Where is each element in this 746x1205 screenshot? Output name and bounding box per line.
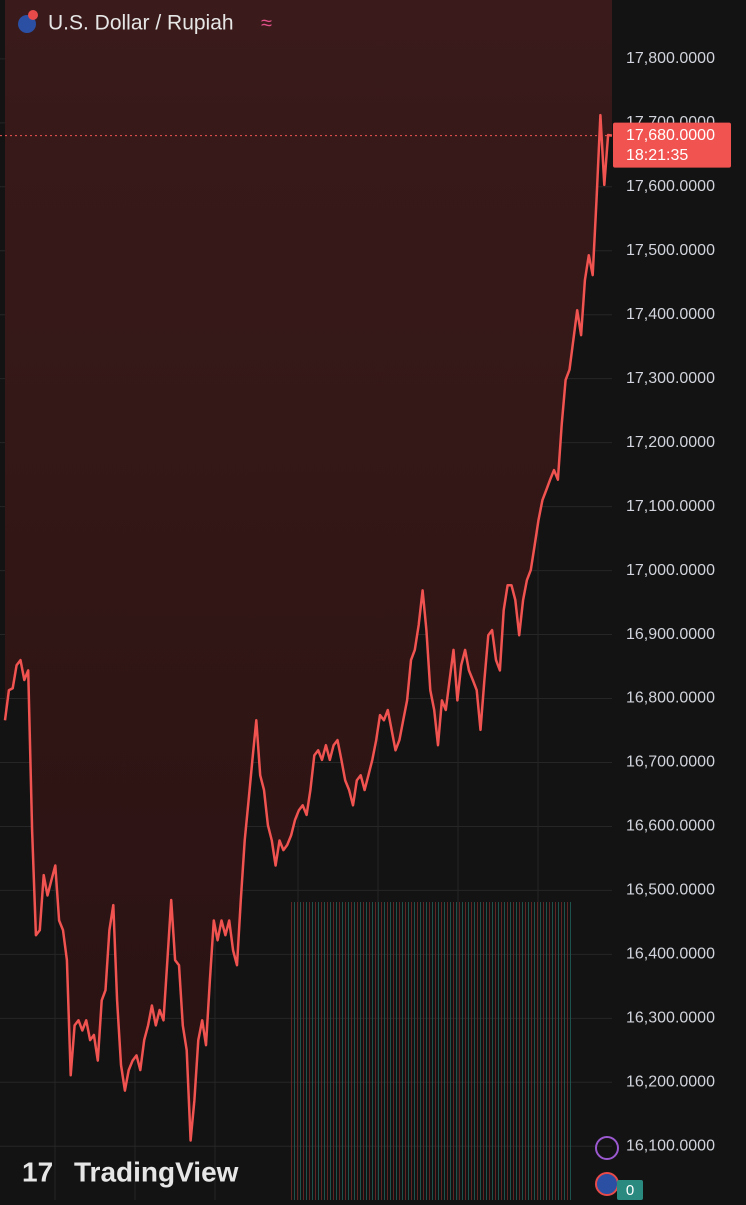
y-tick-label: 17,400.0000: [626, 306, 715, 323]
countdown: 18:21:35: [626, 147, 688, 164]
y-tick-label: 17,600.0000: [626, 178, 715, 195]
y-tick-label: 17,000.0000: [626, 562, 715, 579]
y-axis: 16,100.0000 16,200.0000 16,300.0000 16,400.…: [613, 50, 731, 1155]
logo: 17 TradingView: [22, 1156, 239, 1187]
chart-title: U.S. Dollar / Rupiah: [48, 12, 234, 35]
y-tick-label: 17,800.0000: [626, 50, 715, 67]
y-tick-label: 16,700.0000: [626, 754, 715, 771]
y-tick-label: 16,300.0000: [626, 1010, 715, 1027]
y-tick-label: 17,100.0000: [626, 498, 715, 515]
y-tick-label: 17,500.0000: [626, 242, 715, 259]
y-tick-label: 16,900.0000: [626, 626, 715, 643]
volume-bars: [291, 902, 571, 1200]
area-fill: [5, 0, 612, 1141]
price-line: [3, 113, 613, 1142]
badge-box: [617, 1180, 643, 1200]
y-tick-label: 16,200.0000: [626, 1074, 715, 1091]
status-icon: ≈: [261, 12, 272, 34]
watermark: TradingView: [74, 1156, 239, 1187]
flag-icon-badge: [28, 10, 38, 20]
plot: [0, 0, 613, 1142]
y-tick-label: 16,600.0000: [626, 818, 715, 835]
logo-mark: 17: [22, 1156, 53, 1187]
alert-icon[interactable]: [595, 1136, 619, 1160]
currency-icon[interactable]: [595, 1172, 619, 1196]
y-tick-label: 17,200.0000: [626, 434, 715, 451]
y-tick-label: 16,400.0000: [626, 946, 715, 963]
header: U.S. Dollar / Rupiah ≈: [18, 10, 272, 35]
last-price-box: [613, 122, 731, 168]
last-price-label: 17,680.0000: [626, 127, 715, 144]
y-tick-label: 16,500.0000: [626, 882, 715, 899]
y-tick-label: 16,100.0000: [626, 1137, 715, 1154]
badge: 0: [626, 1182, 634, 1199]
y-tick-label: 17,300.0000: [626, 370, 715, 387]
y-tick-label: 16,800.0000: [626, 690, 715, 707]
